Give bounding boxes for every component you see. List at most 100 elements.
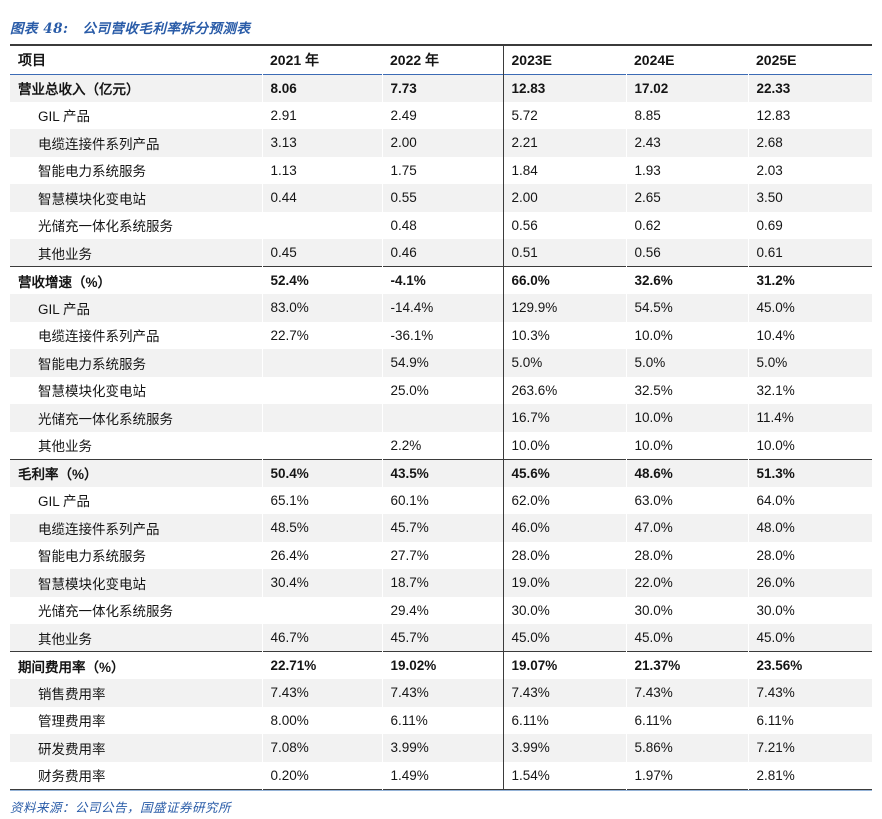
cell-value: 45.0%: [625, 624, 748, 652]
row-label: 智慧模块化变电站: [38, 384, 146, 400]
cell-value: 26.4%: [261, 541, 382, 569]
table-row: 智慧模块化变电站 25.0% 263.6% 32.5% 32.1%: [10, 376, 872, 404]
cell-value: 47.0%: [625, 514, 748, 542]
cell-value: 2.2%: [381, 431, 503, 459]
cell-value: 62.0%: [502, 486, 626, 514]
cell-value: 26.0%: [747, 569, 872, 597]
row-label: 管理费用率: [38, 714, 106, 730]
cell-value: 0.51: [502, 239, 626, 267]
row-label: 智能电力系统服务: [38, 164, 146, 180]
cell-value: 45.7%: [381, 624, 503, 652]
row-label: 毛利率（%）: [18, 467, 98, 482]
cell-value: 23.56%: [747, 651, 872, 679]
cell-value: 10.0%: [625, 321, 748, 349]
table-row: 其他业务 2.2% 10.0% 10.0% 10.0%: [10, 431, 872, 459]
header-row: 项目 2021 年 2022 年 2023E 2024E 2025E: [10, 45, 872, 74]
cell-value: 48.0%: [747, 514, 872, 542]
cell-value: 22.71%: [261, 651, 382, 679]
cell-value: 30.0%: [747, 596, 872, 624]
cell-value: 32.6%: [625, 266, 748, 294]
row-label: 期间费用率（%）: [18, 659, 125, 675]
row-label: GIL 产品: [38, 109, 91, 125]
cell-value: 7.43%: [502, 679, 626, 707]
cell-value: 1.54%: [502, 761, 626, 789]
cell-value: 8.06: [261, 74, 382, 102]
cell-value: 12.83: [502, 74, 626, 102]
cell-value: 66.0%: [502, 266, 626, 294]
table-row: 电缆连接件系列产品 48.5% 45.7% 46.0% 47.0% 48.0%: [10, 514, 872, 542]
cell-value: 45.6%: [502, 459, 626, 487]
section-row: 期间费用率（%） 22.71% 19.02% 19.07% 21.37% 23.56%: [10, 651, 872, 679]
cell-value: 28.0%: [625, 541, 748, 569]
cell-value: 21.37%: [625, 651, 748, 679]
table-row: 光储充一体化系统服务 16.7% 10.0% 11.4%: [10, 404, 872, 432]
cell-value: 3.50: [747, 184, 872, 212]
cell-value: 28.0%: [502, 541, 626, 569]
cell-value: 31.2%: [747, 266, 872, 294]
table-row: 其他业务 46.7% 45.7% 45.0% 45.0% 45.0%: [10, 624, 872, 652]
row-label: GIL 产品: [38, 494, 91, 510]
row-label: 电缆连接件系列产品: [38, 521, 160, 537]
row-label: 其他业务: [38, 439, 92, 454]
cell-value: 10.0%: [502, 431, 626, 459]
row-label: 光储充一体化系统服务: [38, 604, 173, 620]
cell-value: 2.00: [502, 184, 626, 212]
cell-value: 16.7%: [502, 404, 626, 432]
cell-value: 10.0%: [625, 431, 748, 459]
cell-value: 7.43%: [261, 679, 382, 707]
cell-value: 63.0%: [625, 486, 748, 514]
cell-value: 6.11%: [625, 706, 748, 734]
cell-value: [261, 349, 382, 377]
cell-value: 19.07%: [502, 651, 626, 679]
cell-value: 83.0%: [261, 294, 382, 322]
cell-value: 32.5%: [625, 376, 748, 404]
cell-value: 29.4%: [381, 596, 503, 624]
row-label: 光储充一体化系统服务: [38, 219, 173, 235]
cell-value: 60.1%: [381, 486, 503, 514]
table-row: 其他业务 0.45 0.46 0.51 0.56 0.61: [10, 239, 872, 267]
column-header-2024e: 2024E: [634, 51, 675, 68]
cell-value: 48.5%: [261, 514, 382, 542]
cell-value: -4.1%: [381, 266, 503, 294]
cell-value: 10.0%: [747, 431, 872, 459]
cell-value: 65.1%: [261, 486, 382, 514]
table-row: 光储充一体化系统服务 0.48 0.56 0.62 0.69: [10, 211, 872, 239]
cell-value: 51.3%: [747, 459, 872, 487]
table-row: 智能电力系统服务 1.13 1.75 1.84 1.93 2.03: [10, 156, 872, 184]
cell-value: 8.85: [625, 101, 748, 129]
cell-value: 10.3%: [502, 321, 626, 349]
cell-value: 1.49%: [381, 761, 503, 789]
cell-value: 1.84: [502, 156, 626, 184]
table-row: GIL 产品 65.1% 60.1% 62.0% 63.0% 64.0%: [10, 486, 872, 514]
row-label: 智慧模块化变电站: [38, 191, 146, 207]
cell-value: [261, 404, 382, 432]
cell-value: 0.55: [381, 184, 503, 212]
cell-value: 0.69: [747, 211, 872, 239]
table-row: 财务费用率 0.20% 1.49% 1.54% 1.97% 2.81%: [10, 761, 872, 789]
cell-value: 19.02%: [381, 651, 503, 679]
cell-value: 45.0%: [502, 624, 626, 652]
cell-value: 7.08%: [261, 734, 382, 762]
cell-value: 25.0%: [381, 376, 503, 404]
row-label: 研发费用率: [38, 741, 106, 757]
cell-value: 1.97%: [625, 761, 748, 789]
table-row: 管理费用率 8.00% 6.11% 6.11% 6.11% 6.11%: [10, 706, 872, 734]
cell-value: 0.48: [381, 211, 503, 239]
table-header: 项目 2021 年 2022 年 2023E 2024E 2025E: [10, 45, 872, 74]
row-label: 其他业务: [38, 631, 92, 647]
cell-value: 6.11%: [747, 706, 872, 734]
cell-value: -14.4%: [381, 294, 503, 322]
table-row: 智慧模块化变电站 0.44 0.55 2.00 2.65 3.50: [10, 184, 872, 212]
cell-value: 32.1%: [747, 376, 872, 404]
cell-value: 7.43%: [747, 679, 872, 707]
cell-value: 11.4%: [747, 404, 872, 432]
cell-value: 2.03: [747, 156, 872, 184]
cell-value: 3.99%: [381, 734, 503, 762]
row-label: 智能电力系统服务: [38, 549, 146, 565]
cell-value: 2.91: [261, 101, 382, 129]
cell-value: 1.13: [261, 156, 382, 184]
cell-value: 5.72: [502, 101, 626, 129]
table-row: 电缆连接件系列产品 22.7% -36.1% 10.3% 10.0% 10.4%: [10, 321, 872, 349]
cell-value: 19.0%: [502, 569, 626, 597]
row-label: 其他业务: [38, 246, 92, 262]
